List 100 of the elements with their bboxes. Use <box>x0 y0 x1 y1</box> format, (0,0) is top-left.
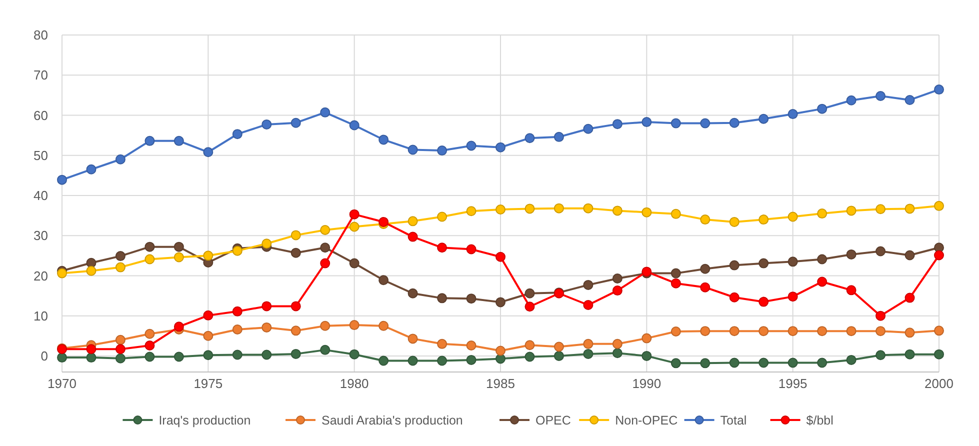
point <box>320 258 330 268</box>
point <box>612 348 622 358</box>
point <box>232 306 242 316</box>
point <box>437 242 448 253</box>
point <box>496 346 506 356</box>
point <box>729 260 740 270</box>
point <box>174 322 184 332</box>
point <box>524 302 535 312</box>
y-tick-label: 60 <box>34 108 48 123</box>
point <box>612 274 622 284</box>
point <box>729 216 740 227</box>
point <box>320 320 330 331</box>
point <box>758 326 769 336</box>
point <box>290 348 301 359</box>
point <box>758 214 769 225</box>
point <box>876 310 886 321</box>
point <box>758 358 769 368</box>
point <box>758 296 769 307</box>
point <box>203 330 214 341</box>
point <box>144 254 155 264</box>
y-tick-label: 50 <box>34 148 48 163</box>
point <box>524 133 535 144</box>
point <box>846 326 856 336</box>
point <box>203 350 214 360</box>
point <box>670 326 681 336</box>
point <box>290 118 301 128</box>
point <box>349 349 360 360</box>
x-tick-label: 2000 <box>924 376 954 391</box>
point <box>934 250 944 260</box>
point <box>817 254 828 264</box>
legend-label: Non-OPEC <box>615 413 678 428</box>
point <box>788 326 798 336</box>
point <box>86 344 96 354</box>
x-tick-label: 1970 <box>48 376 76 391</box>
point <box>670 278 681 288</box>
point <box>57 268 67 278</box>
point <box>378 356 389 366</box>
point <box>612 206 622 216</box>
point <box>408 216 418 226</box>
point <box>496 252 506 262</box>
point <box>144 340 155 351</box>
point <box>846 95 856 106</box>
y-tick-label: 40 <box>34 188 48 204</box>
point <box>115 251 126 262</box>
point <box>788 358 798 368</box>
point <box>817 326 828 336</box>
point <box>496 142 506 152</box>
point <box>788 292 798 302</box>
y-tick-label: 70 <box>34 68 48 83</box>
point <box>408 144 418 155</box>
y-tick-label: 30 <box>34 228 48 244</box>
legend-label: $/bbl <box>806 413 834 428</box>
point <box>203 310 214 320</box>
point <box>729 326 740 336</box>
point <box>320 107 330 118</box>
point <box>144 242 155 252</box>
point <box>437 212 448 222</box>
point <box>378 134 389 145</box>
x-tick-label: 1995 <box>778 376 808 391</box>
point <box>846 206 856 216</box>
point <box>86 164 96 174</box>
point <box>554 132 564 142</box>
point <box>846 249 856 260</box>
point <box>262 119 272 130</box>
point <box>583 338 594 349</box>
point <box>408 356 418 366</box>
point <box>876 326 886 336</box>
point <box>466 244 476 254</box>
point <box>232 246 242 256</box>
point <box>466 140 476 151</box>
point <box>144 328 155 339</box>
point <box>174 242 184 252</box>
point <box>817 104 828 114</box>
point <box>612 286 622 296</box>
point <box>437 338 448 349</box>
point <box>700 282 710 292</box>
point <box>583 280 594 290</box>
point <box>876 350 886 360</box>
point <box>262 238 272 249</box>
y-tick-label: 10 <box>34 308 48 324</box>
legend-label: Iraq's production <box>158 413 251 428</box>
point <box>320 224 330 235</box>
point <box>174 252 184 262</box>
point <box>349 258 360 268</box>
point <box>349 209 360 220</box>
point <box>670 268 681 278</box>
point <box>437 146 448 156</box>
point <box>904 204 915 214</box>
point <box>788 109 798 120</box>
point <box>817 276 828 287</box>
point <box>349 120 360 130</box>
point <box>670 118 681 128</box>
point <box>904 94 915 105</box>
point <box>232 129 242 140</box>
point <box>612 338 622 349</box>
point <box>524 352 535 362</box>
point <box>466 340 476 351</box>
point <box>290 326 301 336</box>
point <box>934 84 944 95</box>
point <box>729 358 740 368</box>
